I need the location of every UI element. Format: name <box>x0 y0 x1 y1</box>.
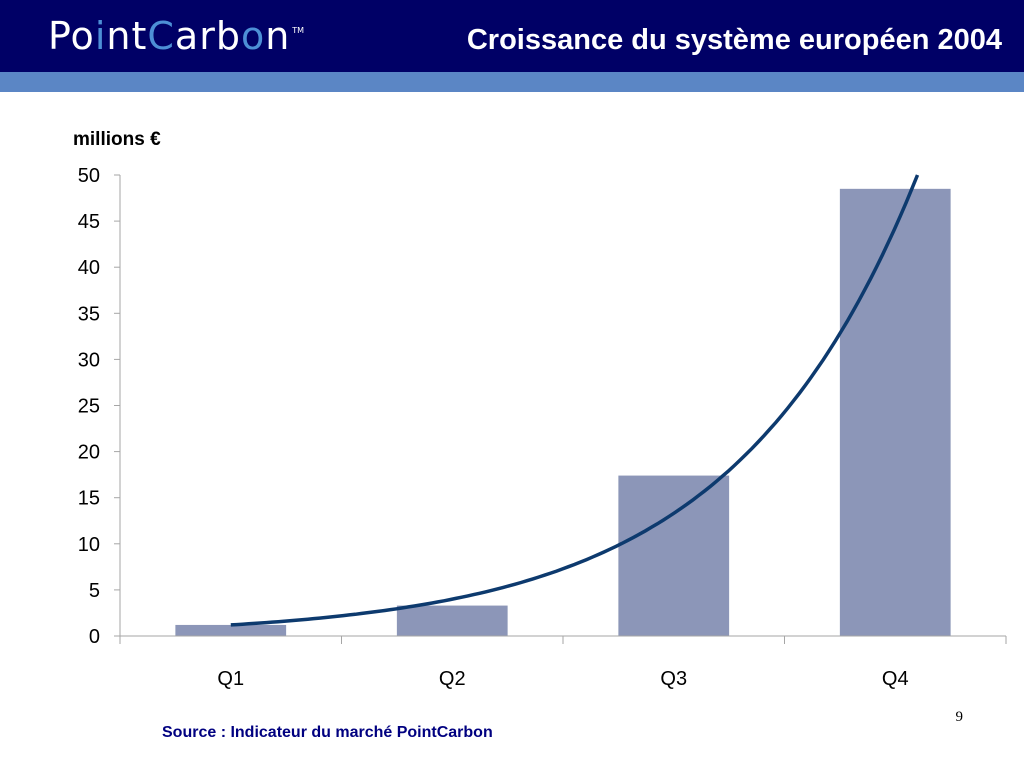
x-tick-label-q3: Q3 <box>660 668 687 690</box>
bars-group <box>175 188 951 636</box>
x-tick-label-q2: Q2 <box>439 668 466 690</box>
logo-text-accent-3: o <box>240 14 266 58</box>
y-tick-label: 50 <box>78 165 100 187</box>
logo-text-1: Po <box>48 14 95 58</box>
y-tick-label: 30 <box>78 349 100 371</box>
x-ticks-group: Q1 Q2 Q3 Q4 <box>119 636 1007 690</box>
header-accent-band <box>0 72 1024 92</box>
logo-text-2: nt <box>106 14 148 58</box>
bar-q1 <box>175 624 287 636</box>
y-tick-label: 25 <box>78 396 100 418</box>
source-note: Source : Indicateur du marché PointCarbo… <box>162 724 493 741</box>
y-tick-label: 10 <box>78 534 100 556</box>
y-tick-label: 0 <box>89 626 100 648</box>
y-tick-label: 45 <box>78 211 100 233</box>
y-tick-label: 15 <box>78 488 100 510</box>
trend-line <box>230 174 920 627</box>
y-tick-label: 5 <box>89 580 100 602</box>
x-tick-label-q4: Q4 <box>882 668 909 690</box>
y-tick-label: 20 <box>78 442 100 464</box>
y-axis-unit-label: millions € <box>73 129 161 150</box>
y-ticks-group: 0 5 10 15 20 25 30 35 40 45 50 <box>78 165 120 648</box>
y-tick-label: 35 <box>78 303 100 325</box>
bar-q2 <box>396 605 508 636</box>
logo-text-3: arb <box>174 14 241 58</box>
logo-text-4: n <box>265 14 291 58</box>
page-number: 9 <box>955 709 964 725</box>
logo-text-accent-1: i <box>94 14 107 58</box>
bar-q4 <box>839 188 951 636</box>
y-tick-label: 40 <box>78 257 100 279</box>
logo-trademark: TM <box>292 26 305 35</box>
logo-text-accent-2: C <box>147 14 175 58</box>
slide-title: Croissance du système européen 2004 <box>466 24 1002 56</box>
x-tick-label-q1: Q1 <box>217 668 244 690</box>
bar-q3 <box>618 475 730 636</box>
